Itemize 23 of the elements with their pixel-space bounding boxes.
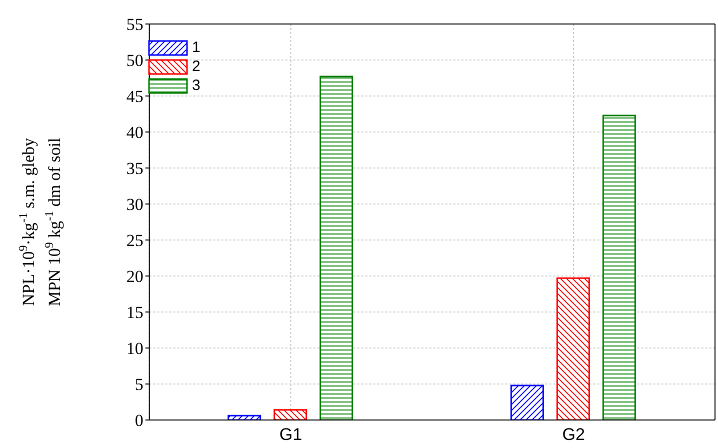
x-tick-label: G2 <box>562 425 585 444</box>
legend-label: 3 <box>192 76 200 95</box>
y-tick-label: 55 <box>126 15 144 34</box>
bar <box>602 114 636 420</box>
y-tick-label: 5 <box>134 375 144 394</box>
legend-label: 2 <box>192 57 200 76</box>
y-tick-label: 20 <box>126 267 144 286</box>
y-tick-label: 25 <box>126 231 144 250</box>
bar <box>228 414 262 420</box>
y-tick-label: 50 <box>126 51 144 70</box>
bar <box>510 384 544 420</box>
y-tick-label: 0 <box>134 411 144 430</box>
y-tick-label: 10 <box>126 339 144 358</box>
bar <box>274 409 308 420</box>
y-tick-label: 30 <box>126 195 144 214</box>
bar <box>556 277 590 420</box>
legend-label: 1 <box>192 38 200 57</box>
y-tick-label: 15 <box>126 303 144 322</box>
x-tick-label: G1 <box>279 425 302 444</box>
y-tick-label: 40 <box>126 123 144 142</box>
y-tick-label: 45 <box>126 87 144 106</box>
bar <box>320 76 354 420</box>
y-tick-label: 35 <box>126 159 144 178</box>
